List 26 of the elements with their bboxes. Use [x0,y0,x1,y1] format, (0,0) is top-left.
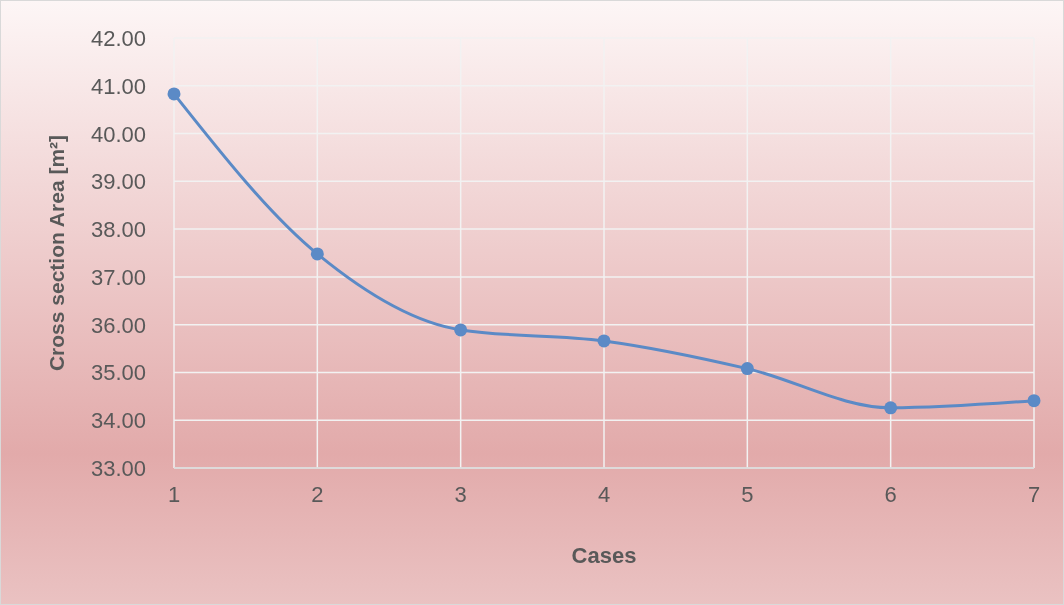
point [167,87,181,101]
x-tick-label: 1 [167,482,181,507]
y-tick-label: 33.00 [90,456,146,481]
y-tick-label: 36.00 [90,312,146,338]
y-axis-title: Cross section Area [m²] [45,134,68,372]
x-tick-label: 3 [454,482,467,507]
x-tick-label: 6 [884,482,897,507]
point [884,401,898,415]
y-tick-label: 34.00 [90,408,146,434]
y-tick-label: 39.00 [90,169,146,195]
y-tick-label: 38.00 [90,217,146,243]
point [597,334,611,348]
x-tick-label: 5 [741,482,754,507]
x-tick-label: 7 [1027,482,1041,507]
point [1027,394,1041,408]
point [454,323,468,337]
point [310,247,324,261]
y-tick-label: 42.00 [90,26,146,51]
x-tick-label: 2 [311,482,324,507]
y-tick-label: 40.00 [90,121,146,147]
y-tick-label: 41.00 [90,73,146,99]
x-tick-label: 4 [597,482,611,507]
x-axis-title: Cases [571,543,637,568]
point [740,362,754,376]
y-tick-label: 37.00 [90,264,146,290]
y-tick-label: 35.00 [90,360,146,386]
